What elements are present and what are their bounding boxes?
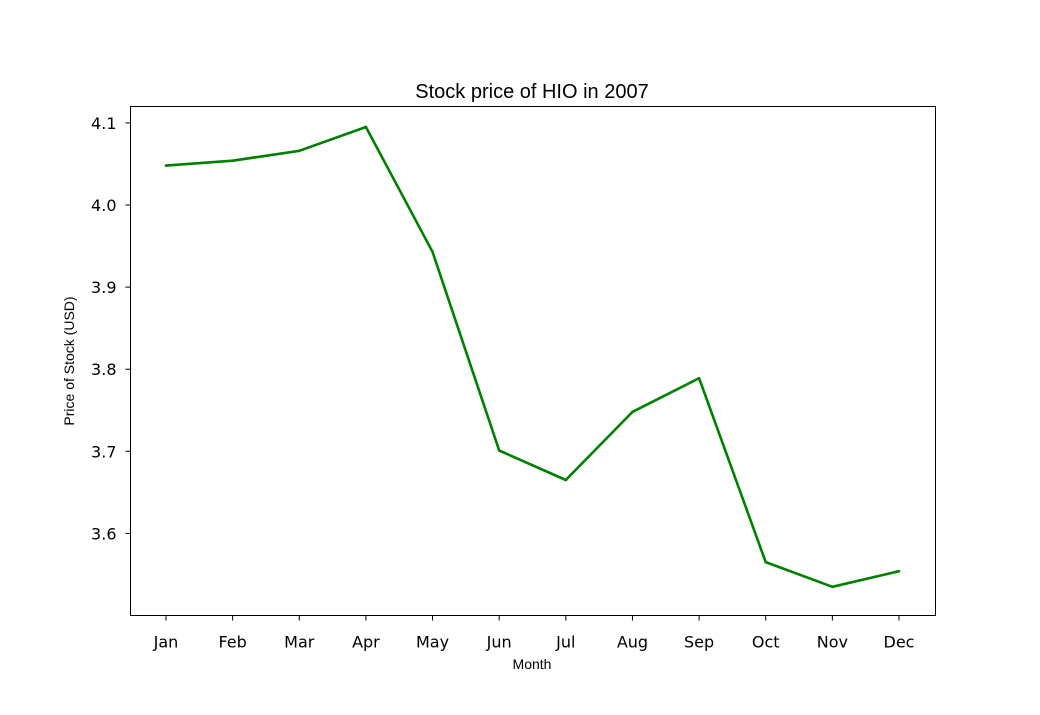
y-tick-label-3.9: 3.9 <box>91 278 116 297</box>
data-point-sep <box>697 376 701 380</box>
data-point-jun <box>497 449 501 452</box>
data-point-aug <box>631 410 634 414</box>
y-axis: 3.6 3.7 3.8 3.9 4.0 4.1 <box>91 114 131 543</box>
data-point-dec <box>897 569 901 573</box>
series-layer <box>164 125 901 589</box>
y-tick-label-4.1: 4.1 <box>91 114 116 133</box>
data-point-apr <box>364 125 368 129</box>
x-tick-label-mar: Mar <box>284 633 315 652</box>
data-point-oct <box>764 560 768 564</box>
x-tick-label-apr: Apr <box>352 633 380 652</box>
plot-frame <box>130 106 936 616</box>
y-axis-label: Price of Stock (USD) <box>61 296 77 425</box>
x-tick-label-sep: Sep <box>684 633 714 652</box>
x-tick-label-nov: Nov <box>817 633 848 652</box>
series-line-0 <box>165 125 900 589</box>
y-tick-label-3.7: 3.7 <box>91 442 116 461</box>
data-point-jan <box>164 164 168 167</box>
x-tick-label-oct: Oct <box>752 633 780 652</box>
x-tick-label-jul: Jul <box>555 633 575 652</box>
data-point-may <box>431 250 434 254</box>
data-point-nov <box>831 585 834 589</box>
chart-title: Stock price of HIO in 2007 <box>415 81 648 103</box>
y-tick-label-4.0: 4.0 <box>91 196 116 215</box>
data-point-feb <box>231 159 234 162</box>
y-tick-label-3.8: 3.8 <box>91 360 116 379</box>
x-tick-label-feb: Feb <box>218 633 246 652</box>
x-tick-label-may: May <box>416 633 449 652</box>
x-axis-label: Month <box>513 656 552 672</box>
data-point-jul <box>564 478 568 482</box>
x-tick-label-aug: Aug <box>617 633 648 652</box>
x-axis: Jan Feb Mar Apr May Jun Jul Aug Sep Oct Nov Dec <box>153 615 915 652</box>
x-tick-label-jun: Jun <box>486 633 512 652</box>
x-tick-label-dec: Dec <box>884 633 915 652</box>
x-tick-label-jan: Jan <box>153 633 179 652</box>
y-tick-label-3.6: 3.6 <box>91 524 116 543</box>
data-point-mar <box>297 149 301 153</box>
